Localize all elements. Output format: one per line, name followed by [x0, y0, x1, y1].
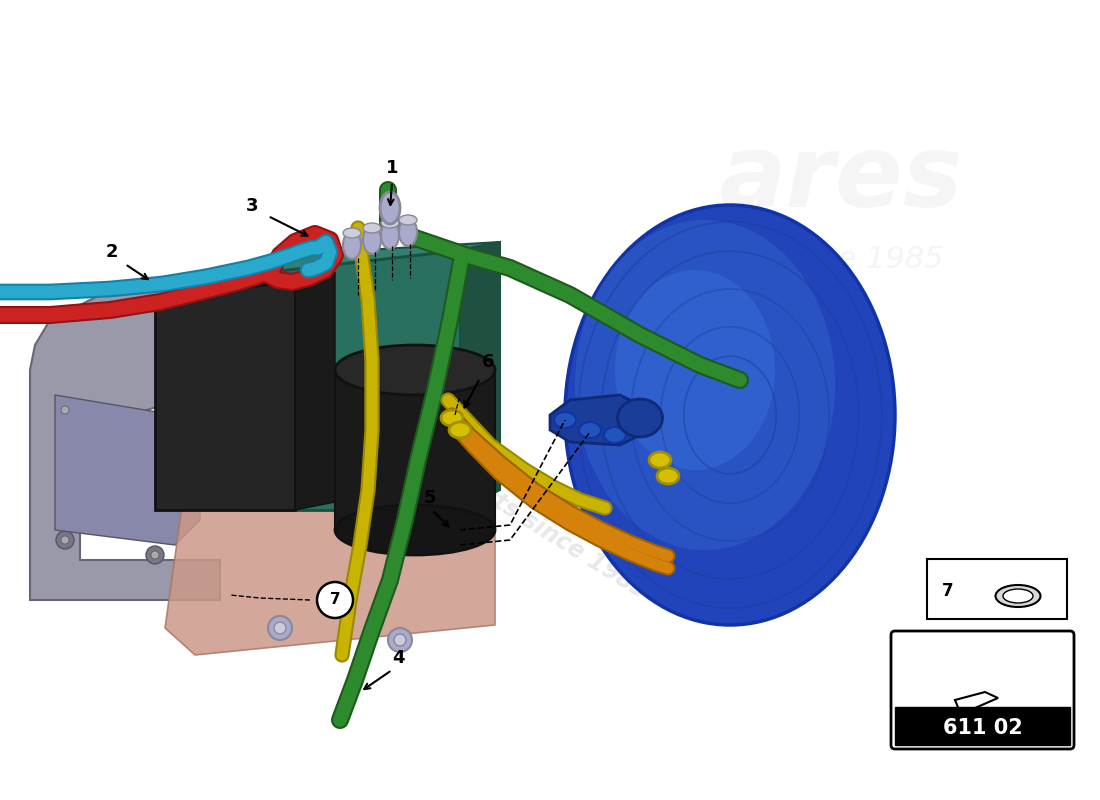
FancyBboxPatch shape — [891, 631, 1074, 749]
Circle shape — [56, 401, 74, 419]
Ellipse shape — [575, 220, 835, 550]
Circle shape — [274, 622, 286, 634]
Circle shape — [170, 391, 179, 399]
Polygon shape — [336, 370, 495, 530]
Text: 3: 3 — [245, 197, 258, 215]
Ellipse shape — [579, 422, 601, 438]
Ellipse shape — [336, 345, 495, 395]
Ellipse shape — [604, 427, 626, 443]
Circle shape — [56, 531, 74, 549]
Ellipse shape — [399, 215, 417, 225]
FancyBboxPatch shape — [927, 559, 1067, 619]
Text: 7: 7 — [942, 582, 954, 600]
Ellipse shape — [449, 422, 471, 438]
Circle shape — [60, 406, 69, 414]
Text: 611 02: 611 02 — [943, 718, 1023, 738]
Polygon shape — [55, 395, 200, 545]
Polygon shape — [295, 272, 336, 510]
Text: 6: 6 — [482, 353, 494, 371]
Ellipse shape — [615, 270, 776, 470]
Ellipse shape — [363, 223, 381, 233]
Circle shape — [388, 628, 412, 652]
Circle shape — [166, 386, 184, 404]
Ellipse shape — [565, 205, 895, 625]
Text: 5: 5 — [424, 489, 437, 507]
Circle shape — [151, 551, 160, 559]
Text: 1: 1 — [386, 159, 398, 177]
Polygon shape — [912, 705, 990, 728]
Ellipse shape — [441, 410, 463, 426]
Circle shape — [317, 582, 353, 618]
Polygon shape — [240, 242, 501, 275]
Polygon shape — [955, 692, 998, 712]
Ellipse shape — [996, 585, 1041, 607]
Ellipse shape — [554, 412, 576, 428]
Circle shape — [60, 536, 69, 544]
Polygon shape — [155, 272, 336, 300]
Circle shape — [394, 634, 406, 646]
Ellipse shape — [381, 221, 399, 249]
Ellipse shape — [381, 218, 399, 228]
Polygon shape — [165, 435, 495, 655]
Polygon shape — [155, 280, 295, 510]
Text: 2: 2 — [106, 243, 119, 261]
Ellipse shape — [363, 226, 381, 254]
Polygon shape — [550, 395, 640, 445]
Ellipse shape — [343, 228, 361, 238]
Polygon shape — [30, 285, 310, 600]
Polygon shape — [460, 242, 500, 510]
Text: 7: 7 — [330, 593, 340, 607]
Text: ares: ares — [718, 131, 962, 229]
Text: lamborghini parts since 1985: lamborghini parts since 1985 — [308, 377, 652, 603]
Ellipse shape — [657, 468, 679, 484]
Ellipse shape — [617, 399, 662, 437]
Ellipse shape — [1003, 589, 1033, 603]
Circle shape — [268, 616, 292, 640]
Ellipse shape — [343, 231, 361, 259]
Circle shape — [146, 546, 164, 564]
Text: 4: 4 — [392, 649, 405, 667]
Bar — [895, 707, 1070, 745]
Ellipse shape — [399, 218, 417, 246]
Ellipse shape — [379, 192, 400, 224]
Ellipse shape — [649, 452, 671, 468]
Text: since 1985: since 1985 — [777, 246, 944, 274]
Ellipse shape — [336, 505, 495, 555]
Polygon shape — [240, 250, 460, 510]
